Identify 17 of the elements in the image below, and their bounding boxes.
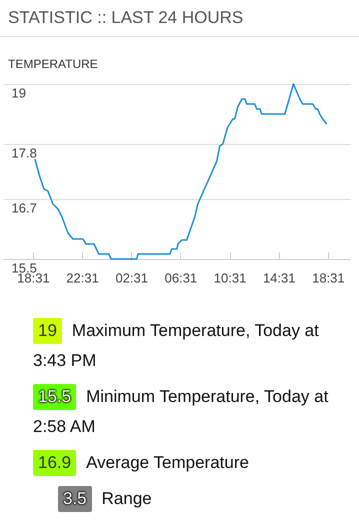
category-label: Average Temperature bbox=[86, 453, 249, 472]
y-tick-label: 16.7 bbox=[12, 200, 37, 216]
x-tick-label: 22:31 bbox=[66, 270, 99, 286]
x-tick-label: 14:31 bbox=[262, 270, 296, 286]
data-label: 15.5 bbox=[33, 384, 76, 410]
y-tick-label: 17.8 bbox=[12, 146, 37, 160]
x-tick-label: 18:31 bbox=[312, 270, 345, 286]
chart-subtitle: TEMPERATURE bbox=[7, 56, 99, 71]
data-label: 3.5 bbox=[58, 486, 92, 512]
x-tick-label: 02:31 bbox=[115, 270, 148, 286]
category-label: Range bbox=[102, 489, 152, 508]
x-tick-label: 06:31 bbox=[164, 270, 198, 286]
x-tick-label: 10:31 bbox=[214, 270, 246, 286]
y-tick-label: 19 bbox=[12, 86, 26, 100]
data-label: 16.9 bbox=[33, 450, 76, 476]
chart-title: STATISTIC :: LAST 24 HOURS bbox=[0, 0, 359, 37]
data-label: 19 bbox=[33, 318, 62, 344]
